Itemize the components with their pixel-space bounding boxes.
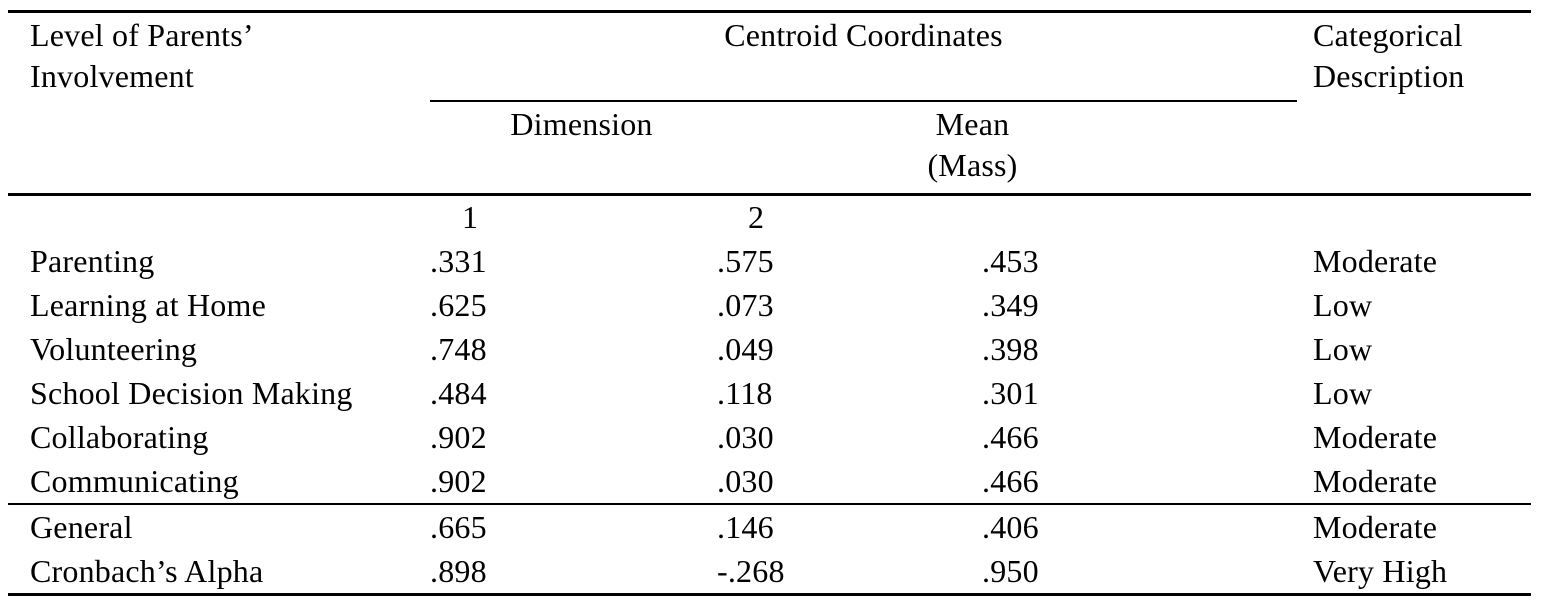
dim2-value: .073	[717, 287, 774, 323]
empty-cell	[8, 195, 430, 240]
row-label: Learning at Home	[30, 287, 266, 323]
dim2-value: .146	[717, 509, 774, 545]
category-value: Low	[1313, 375, 1373, 411]
table-row-parenting: Parenting .331 .575 .453 Moderate	[8, 239, 1531, 283]
mean-value: .950	[982, 553, 1039, 589]
header-row-top: Level of Parents’ Involvement Centroid C…	[8, 11, 1531, 196]
spacer-cell	[1228, 371, 1297, 415]
dimension-1-header: 1	[462, 199, 479, 235]
row-label: Communicating	[8, 459, 430, 505]
row-label: Parenting	[30, 243, 155, 279]
dim1-value: .625	[430, 287, 487, 323]
dim2-value: .049	[717, 331, 774, 367]
row-label: General	[30, 509, 133, 545]
dim1-value: .484	[430, 375, 487, 411]
dim1-value: .665	[430, 509, 487, 545]
mean-value: .301	[982, 375, 1039, 411]
category-value: Moderate	[1313, 509, 1438, 545]
spacer-cell	[1228, 101, 1297, 196]
mean-value: .453	[982, 243, 1039, 279]
spacer-cell	[1228, 239, 1297, 283]
category-value: Low	[1313, 287, 1373, 323]
header-row-sub: Dimension Mean (Mass)	[8, 101, 1531, 196]
column-header-dimension: Dimension	[430, 101, 717, 196]
mean-value: .406	[982, 509, 1039, 545]
dim2-value: .030	[717, 459, 982, 505]
category-value: Low	[1313, 331, 1373, 367]
column-header-categorical-description-text: Categorical Description	[1313, 17, 1465, 94]
mean-value: .466	[982, 419, 1039, 455]
page: Level of Parents’ Involvement Centroid C…	[0, 10, 1541, 611]
dim2-value: .575	[717, 243, 774, 279]
table-row-volunteering: Volunteering .748 .049 .398 Low	[8, 327, 1531, 371]
spacer-cell	[1228, 415, 1297, 459]
table-row-learning-at-home: Learning at Home .625 .073 .349 Low	[8, 283, 1531, 327]
spacer-cell	[1228, 459, 1297, 505]
empty-cell	[1297, 195, 1531, 240]
mean-value: .466	[982, 459, 1228, 505]
dimension-number-row: 1 2	[8, 195, 1531, 240]
dimension-2-header: 2	[748, 199, 765, 235]
row-label: School Decision Making	[30, 375, 353, 411]
category-value: Very High	[1313, 553, 1448, 589]
dim1-value: .748	[430, 331, 487, 367]
spacer-cell	[1228, 549, 1297, 595]
column-header-level-of-involvement: Level of Parents’ Involvement	[8, 11, 430, 196]
column-group-header-centroid-coordinates: Centroid Coordinates	[430, 11, 1297, 102]
table-row-school-decision-making: School Decision Making .484 .118 .301 Lo…	[8, 371, 1531, 415]
table-row-cronbachs-alpha: Cronbach’s Alpha .898 -.268 .950 Very Hi…	[8, 549, 1531, 595]
category-value: Moderate	[1313, 243, 1438, 279]
row-label: Collaborating	[30, 419, 209, 455]
mean-value: .398	[982, 331, 1039, 367]
category-value: Moderate	[1297, 459, 1531, 505]
column-header-level-of-involvement-text: Level of Parents’ Involvement	[30, 17, 252, 94]
column-header-mean-line1: Mean	[935, 106, 1010, 142]
mean-value: .349	[982, 287, 1039, 323]
dim2-value: .118	[717, 375, 773, 411]
table-row-collaborating: Collaborating .902 .030 .466 Moderate	[8, 415, 1531, 459]
spacer-cell	[1228, 504, 1297, 549]
table-row-general: General .665 .146 .406 Moderate	[8, 504, 1531, 549]
dim1-value: .898	[430, 553, 487, 589]
spacer-cell	[1228, 327, 1297, 371]
row-label: Cronbach’s Alpha	[30, 553, 264, 589]
column-header-mean-line2: (Mass)	[927, 147, 1018, 183]
dim1-value: .902	[430, 459, 717, 505]
dim2-value: .030	[717, 419, 774, 455]
column-header-categorical-description: Categorical Description	[1297, 11, 1531, 196]
table-row-communicating: Communicating .902 .030 .466 Moderate	[8, 459, 1531, 505]
dim1-value: .902	[430, 419, 487, 455]
spacer-cell	[1228, 283, 1297, 327]
dim1-value: .331	[430, 243, 487, 279]
involvement-centroid-table: Level of Parents’ Involvement Centroid C…	[8, 10, 1531, 596]
empty-cell	[982, 195, 1228, 240]
dim2-value: -.268	[717, 553, 785, 589]
spacer-cell	[1228, 195, 1297, 240]
category-value: Moderate	[1313, 419, 1438, 455]
column-header-mean-mass: Mean (Mass)	[717, 101, 1228, 196]
row-label: Volunteering	[30, 331, 198, 367]
